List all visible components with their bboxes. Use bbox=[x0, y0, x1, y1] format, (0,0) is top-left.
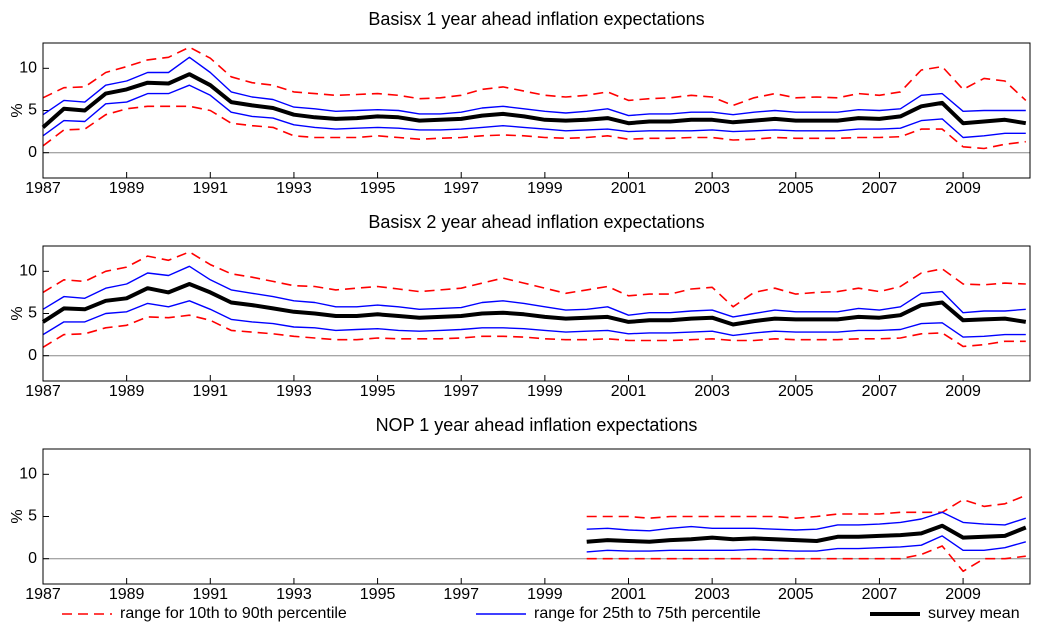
series-line bbox=[586, 535, 1026, 553]
plot-frame bbox=[42, 448, 1031, 585]
series-line bbox=[586, 545, 1026, 573]
x-tick-label: 1997 bbox=[443, 383, 479, 400]
x-tick-label: 1987 bbox=[25, 383, 61, 400]
x-tick-label: 1989 bbox=[109, 180, 145, 197]
series-line bbox=[42, 56, 1026, 117]
y-tick-label: 0 bbox=[28, 144, 37, 161]
x-tick-label: 2007 bbox=[862, 586, 898, 603]
legend-label: survey mean bbox=[928, 605, 1020, 622]
series-line bbox=[42, 300, 1026, 338]
series-line bbox=[41, 282, 1027, 327]
y-axis-label: % bbox=[9, 306, 26, 320]
x-tick-label: 2001 bbox=[611, 180, 647, 197]
x-tick-label: 1999 bbox=[527, 383, 563, 400]
x-tick-label: 2005 bbox=[778, 180, 814, 197]
x-tick-label: 2003 bbox=[694, 383, 730, 400]
x-tick-label: 1999 bbox=[527, 180, 563, 197]
panel: NOP 1 year ahead inflation expectations%… bbox=[9, 415, 1031, 603]
x-tick-label: 1991 bbox=[192, 586, 228, 603]
series-line bbox=[42, 105, 1026, 150]
x-tick-label: 1999 bbox=[527, 586, 563, 603]
x-tick-label: 2001 bbox=[611, 383, 647, 400]
series-line bbox=[42, 46, 1027, 107]
panel: Basisx 1 year ahead inflation expectatio… bbox=[9, 9, 1031, 197]
x-tick-label: 2001 bbox=[611, 586, 647, 603]
x-tick-label: 1991 bbox=[192, 180, 228, 197]
series-line bbox=[586, 523, 1027, 544]
y-tick-label: 5 bbox=[28, 508, 37, 525]
series-line bbox=[42, 314, 1026, 348]
panel-title: Basisx 2 year ahead inflation expectatio… bbox=[368, 212, 704, 232]
x-tick-label: 2005 bbox=[778, 586, 814, 603]
x-tick-label: 2009 bbox=[945, 383, 981, 400]
x-tick-label: 1995 bbox=[360, 383, 396, 400]
panel-title: Basisx 1 year ahead inflation expectatio… bbox=[368, 9, 704, 29]
x-tick-label: 1993 bbox=[276, 383, 312, 400]
x-tick-label: 2003 bbox=[694, 180, 730, 197]
series-line bbox=[41, 72, 1027, 129]
y-tick-label: 0 bbox=[28, 347, 37, 364]
y-axis-label: % bbox=[9, 103, 26, 117]
y-axis-label: % bbox=[9, 509, 26, 523]
legend-label: range for 25th to 75th percentile bbox=[534, 605, 761, 622]
series-line bbox=[586, 494, 1027, 519]
x-tick-label: 2009 bbox=[945, 180, 981, 197]
series-line bbox=[42, 251, 1026, 308]
x-tick-label: 1989 bbox=[109, 383, 145, 400]
x-tick-label: 1987 bbox=[25, 586, 61, 603]
x-tick-label: 1991 bbox=[192, 383, 228, 400]
x-tick-label: 1987 bbox=[25, 180, 61, 197]
y-tick-label: 0 bbox=[28, 550, 37, 567]
x-tick-label: 2007 bbox=[862, 383, 898, 400]
y-tick-label: 5 bbox=[28, 102, 37, 119]
x-tick-label: 2003 bbox=[694, 586, 730, 603]
x-tick-label: 1993 bbox=[276, 180, 312, 197]
panel: Basisx 2 year ahead inflation expectatio… bbox=[9, 212, 1031, 400]
series-line bbox=[42, 265, 1026, 318]
x-tick-label: 1995 bbox=[360, 180, 396, 197]
y-tick-label: 10 bbox=[19, 466, 37, 483]
legend-label: range for 10th to 90th percentile bbox=[120, 605, 347, 622]
panel-title: NOP 1 year ahead inflation expectations bbox=[376, 415, 698, 435]
x-tick-label: 1995 bbox=[360, 586, 396, 603]
y-tick-label: 10 bbox=[19, 60, 37, 77]
plot-frame bbox=[42, 245, 1031, 382]
x-tick-label: 1989 bbox=[109, 586, 145, 603]
x-tick-label: 2009 bbox=[945, 586, 981, 603]
x-tick-label: 1997 bbox=[443, 586, 479, 603]
series-line bbox=[42, 84, 1026, 139]
x-tick-label: 1997 bbox=[443, 180, 479, 197]
y-tick-label: 5 bbox=[28, 305, 37, 322]
plot-frame bbox=[42, 42, 1031, 179]
x-tick-label: 2007 bbox=[862, 180, 898, 197]
x-tick-label: 1993 bbox=[276, 586, 312, 603]
series-line bbox=[586, 511, 1027, 532]
x-tick-label: 2005 bbox=[778, 383, 814, 400]
y-tick-label: 10 bbox=[19, 263, 37, 280]
